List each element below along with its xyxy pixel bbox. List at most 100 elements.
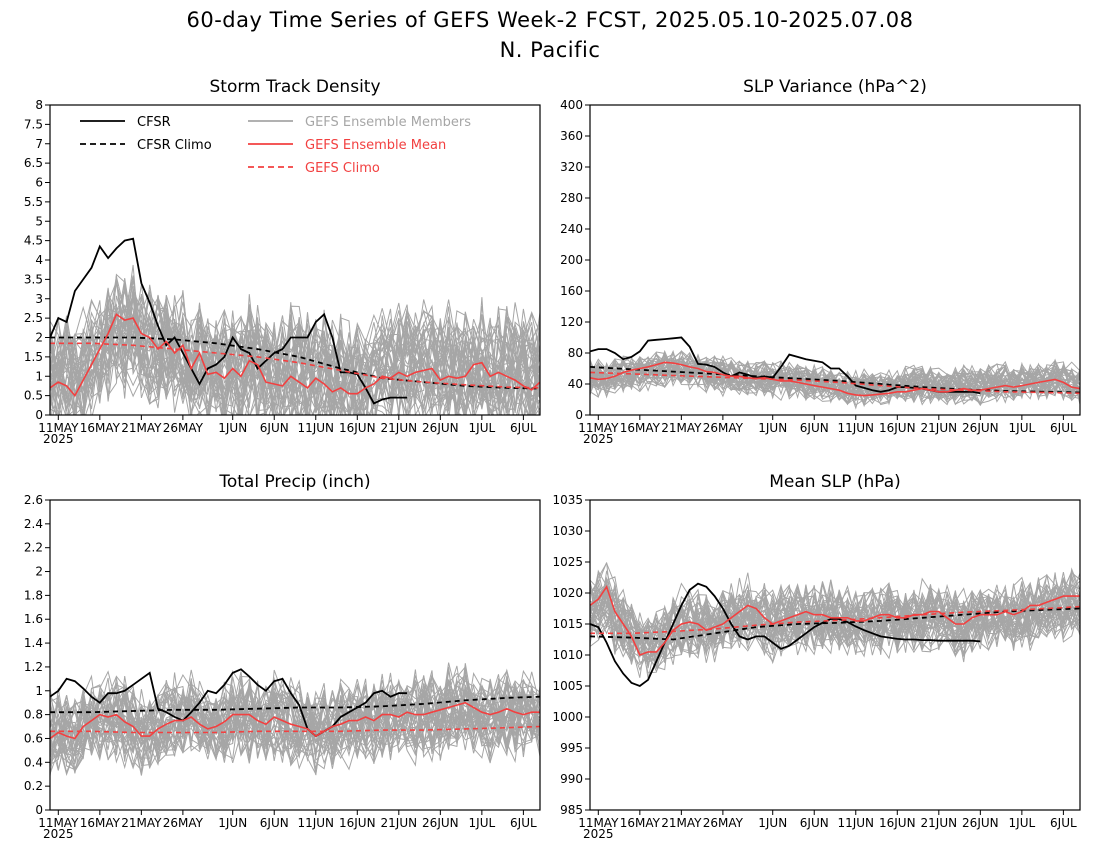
plot-area	[50, 237, 540, 415]
ensemble-member-line	[50, 665, 540, 767]
x-tick-label: 1JUN	[758, 816, 787, 830]
ensemble-mean-line	[50, 313, 540, 398]
x-tick-label: 6JUN	[800, 816, 829, 830]
plot-area	[590, 562, 1080, 688]
chart-panel-3: Total Precip (inch) 0 0.2 0.4 0.6 0.8 1 1.2 1.4 1…	[24, 472, 541, 841]
cfsr-climo-line	[50, 336, 540, 390]
ensemble-member-line	[50, 279, 540, 415]
y-tick-label: 1.2	[24, 660, 43, 674]
y-tick-label: 1.5	[24, 350, 43, 364]
x-tick-label: 11JUN	[837, 421, 874, 435]
ensemble-member-line	[590, 580, 1080, 658]
x-tick-label: 11MAY	[38, 421, 79, 435]
legend-ensemble-mean-label: GEFS Ensemble Mean	[305, 138, 446, 153]
x-tick-label: 11JUN	[297, 421, 334, 435]
ensemble-member-line	[50, 275, 540, 415]
y-tick-label: 2.2	[24, 541, 43, 555]
legend-ensemble-members-label: GEFS Ensemble Members	[305, 115, 471, 130]
y-tick-label: 5	[35, 214, 43, 228]
x-tick-label: 11JUN	[837, 816, 874, 830]
y-tick-label: 1025	[552, 555, 583, 569]
x-year-label: 2025	[583, 827, 614, 841]
y-tick-label: 7	[35, 137, 43, 151]
y-tick-label: 2.4	[24, 517, 43, 531]
y-tick-label: 0.2	[24, 779, 43, 793]
plot-area	[590, 336, 1080, 410]
y-tick-label: 1.6	[24, 612, 43, 626]
legend-cfsr-climo-label: CFSR Climo	[137, 138, 212, 153]
x-tick-label: 21JUN	[921, 816, 958, 830]
panel-title: SLP Variance (hPa^2)	[743, 77, 927, 97]
y-tick-label: 2.5	[24, 311, 43, 325]
x-tick-label: 26MAY	[163, 421, 204, 435]
ensemble-member-line	[50, 674, 540, 765]
y-tick-label: 1035	[552, 493, 583, 507]
y-tick-label: 6.5	[24, 156, 43, 170]
ensemble-member-line	[50, 273, 540, 415]
gefs-climo-line	[590, 371, 1080, 395]
ensemble-member-line	[50, 300, 540, 415]
x-tick-label: 16JUN	[879, 421, 916, 435]
x-tick-label: 16MAY	[620, 816, 661, 830]
x-tick-label: 6JUN	[260, 816, 289, 830]
x-tick-label: 21JUN	[921, 421, 958, 435]
y-tick-label: 0	[35, 803, 43, 817]
y-tick-label: 0.6	[24, 731, 43, 745]
x-tick-label: 1JUL	[1009, 816, 1036, 830]
x-tick-label: 16JUN	[879, 816, 916, 830]
ensemble-mean-line	[590, 361, 1080, 397]
legend-gefs-climo-label: GEFS Climo	[305, 161, 380, 176]
y-tick-label: 0	[35, 408, 43, 422]
y-tick-label: 200	[560, 253, 583, 267]
y-tick-label: 6	[35, 176, 43, 190]
ensemble-member-line	[50, 669, 540, 776]
y-tick-label: 4.5	[24, 234, 43, 248]
x-year-label: 2025	[43, 432, 74, 446]
x-tick-label: 1JUL	[469, 816, 496, 830]
x-tick-label: 21JUN	[381, 421, 418, 435]
x-tick-label: 11MAY	[578, 816, 619, 830]
x-tick-label: 1JUN	[758, 421, 787, 435]
x-tick-label: 16JUN	[339, 816, 376, 830]
x-tick-label: 1JUL	[1009, 421, 1036, 435]
x-tick-label: 6JUL	[1050, 421, 1077, 435]
y-tick-label: 1	[35, 684, 43, 698]
y-tick-label: 4	[35, 253, 43, 267]
y-tick-label: 320	[560, 160, 583, 174]
y-tick-label: 1.4	[24, 636, 43, 650]
y-tick-label: 360	[560, 129, 583, 143]
chart-panel-2: SLP Variance (hPa^2) 0 40 80 120 160 200 240 280…	[560, 77, 1081, 446]
x-tick-label: 1JUN	[218, 816, 247, 830]
ensemble-member-line	[590, 350, 1080, 405]
y-tick-label: 1015	[552, 617, 583, 631]
ensemble-member-line	[50, 275, 540, 415]
x-tick-label: 16MAY	[80, 816, 121, 830]
x-year-label: 2025	[583, 432, 614, 446]
ensemble-member-line	[50, 276, 540, 415]
ensemble-member-line	[50, 296, 540, 415]
y-tick-label: 5.5	[24, 195, 43, 209]
cfsr-climo-line	[50, 695, 540, 714]
y-tick-label: 1000	[552, 710, 583, 724]
x-tick-label: 26JUN	[962, 816, 999, 830]
y-tick-label: 3.5	[24, 272, 43, 286]
chart-panel-1: Storm Track Density 0 0.5 1 1.5 2 2.5 3 3.5 4 4.5 5…	[24, 77, 541, 446]
ensemble-member-line	[590, 355, 1080, 402]
x-tick-label: 16JUN	[339, 421, 376, 435]
x-tick-label: 1JUL	[469, 421, 496, 435]
ensemble-mean-line	[50, 701, 540, 740]
x-tick-label: 16MAY	[620, 421, 661, 435]
x-tick-label: 6JUL	[510, 816, 537, 830]
y-tick-label: 2.6	[24, 493, 43, 507]
ensemble-member-line	[50, 296, 540, 415]
ensemble-member-line	[50, 294, 540, 415]
y-tick-label: 0.4	[24, 755, 43, 769]
plot-frame	[49, 499, 541, 811]
y-tick-label: 40	[568, 377, 583, 391]
ensemble-member-line	[590, 576, 1080, 662]
panel-title: Storm Track Density	[209, 77, 380, 97]
ensemble-member-line	[50, 264, 540, 415]
ensemble-member-line	[590, 577, 1080, 663]
x-tick-label: 26JUN	[422, 421, 459, 435]
y-tick-label: 1005	[552, 679, 583, 693]
